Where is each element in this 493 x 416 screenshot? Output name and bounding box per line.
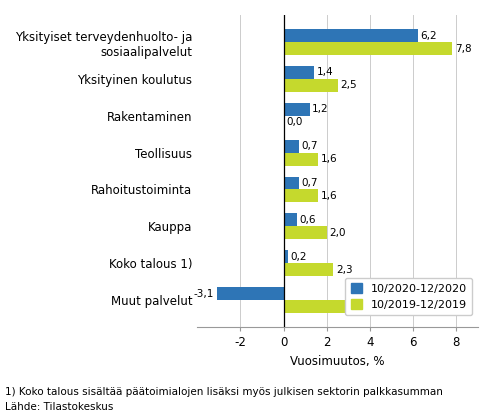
- Bar: [283, 300, 352, 313]
- Text: 0,7: 0,7: [301, 178, 318, 188]
- Bar: [283, 153, 318, 166]
- Text: 7,8: 7,8: [455, 44, 471, 54]
- Text: 1,2: 1,2: [312, 104, 329, 114]
- X-axis label: Vuosimuutos, %: Vuosimuutos, %: [290, 355, 385, 368]
- Bar: [283, 177, 299, 190]
- Bar: [283, 263, 333, 276]
- Bar: [283, 190, 318, 203]
- Text: -3,1: -3,1: [194, 289, 214, 299]
- Text: 0,7: 0,7: [301, 141, 318, 151]
- Text: 2,5: 2,5: [340, 80, 357, 90]
- Bar: [283, 250, 288, 263]
- Text: 2,0: 2,0: [329, 228, 346, 238]
- Text: 2,3: 2,3: [336, 265, 352, 275]
- Text: 1) Koko talous sisältää päätoimialojen lisäksi myös julkisen sektorin palkkasumm: 1) Koko talous sisältää päätoimialojen l…: [5, 387, 443, 397]
- Bar: [283, 66, 314, 79]
- Text: 1,6: 1,6: [321, 154, 337, 164]
- Text: 0,0: 0,0: [286, 117, 303, 127]
- Text: Lähde: Tilastokeskus: Lähde: Tilastokeskus: [5, 402, 113, 412]
- Text: 1,4: 1,4: [317, 67, 333, 77]
- Bar: [283, 103, 310, 116]
- Legend: 10/2020-12/2020, 10/2019-12/2019: 10/2020-12/2020, 10/2019-12/2019: [345, 278, 472, 315]
- Bar: [283, 42, 452, 55]
- Bar: [283, 79, 338, 92]
- Text: 3,2: 3,2: [355, 302, 372, 312]
- Text: 0,6: 0,6: [299, 215, 316, 225]
- Bar: [283, 226, 327, 239]
- Text: 1,6: 1,6: [321, 191, 337, 201]
- Text: 6,2: 6,2: [420, 31, 437, 41]
- Text: 0,2: 0,2: [290, 252, 307, 262]
- Bar: [217, 287, 283, 300]
- Bar: [283, 140, 299, 153]
- Bar: [283, 29, 418, 42]
- Bar: [283, 213, 297, 226]
